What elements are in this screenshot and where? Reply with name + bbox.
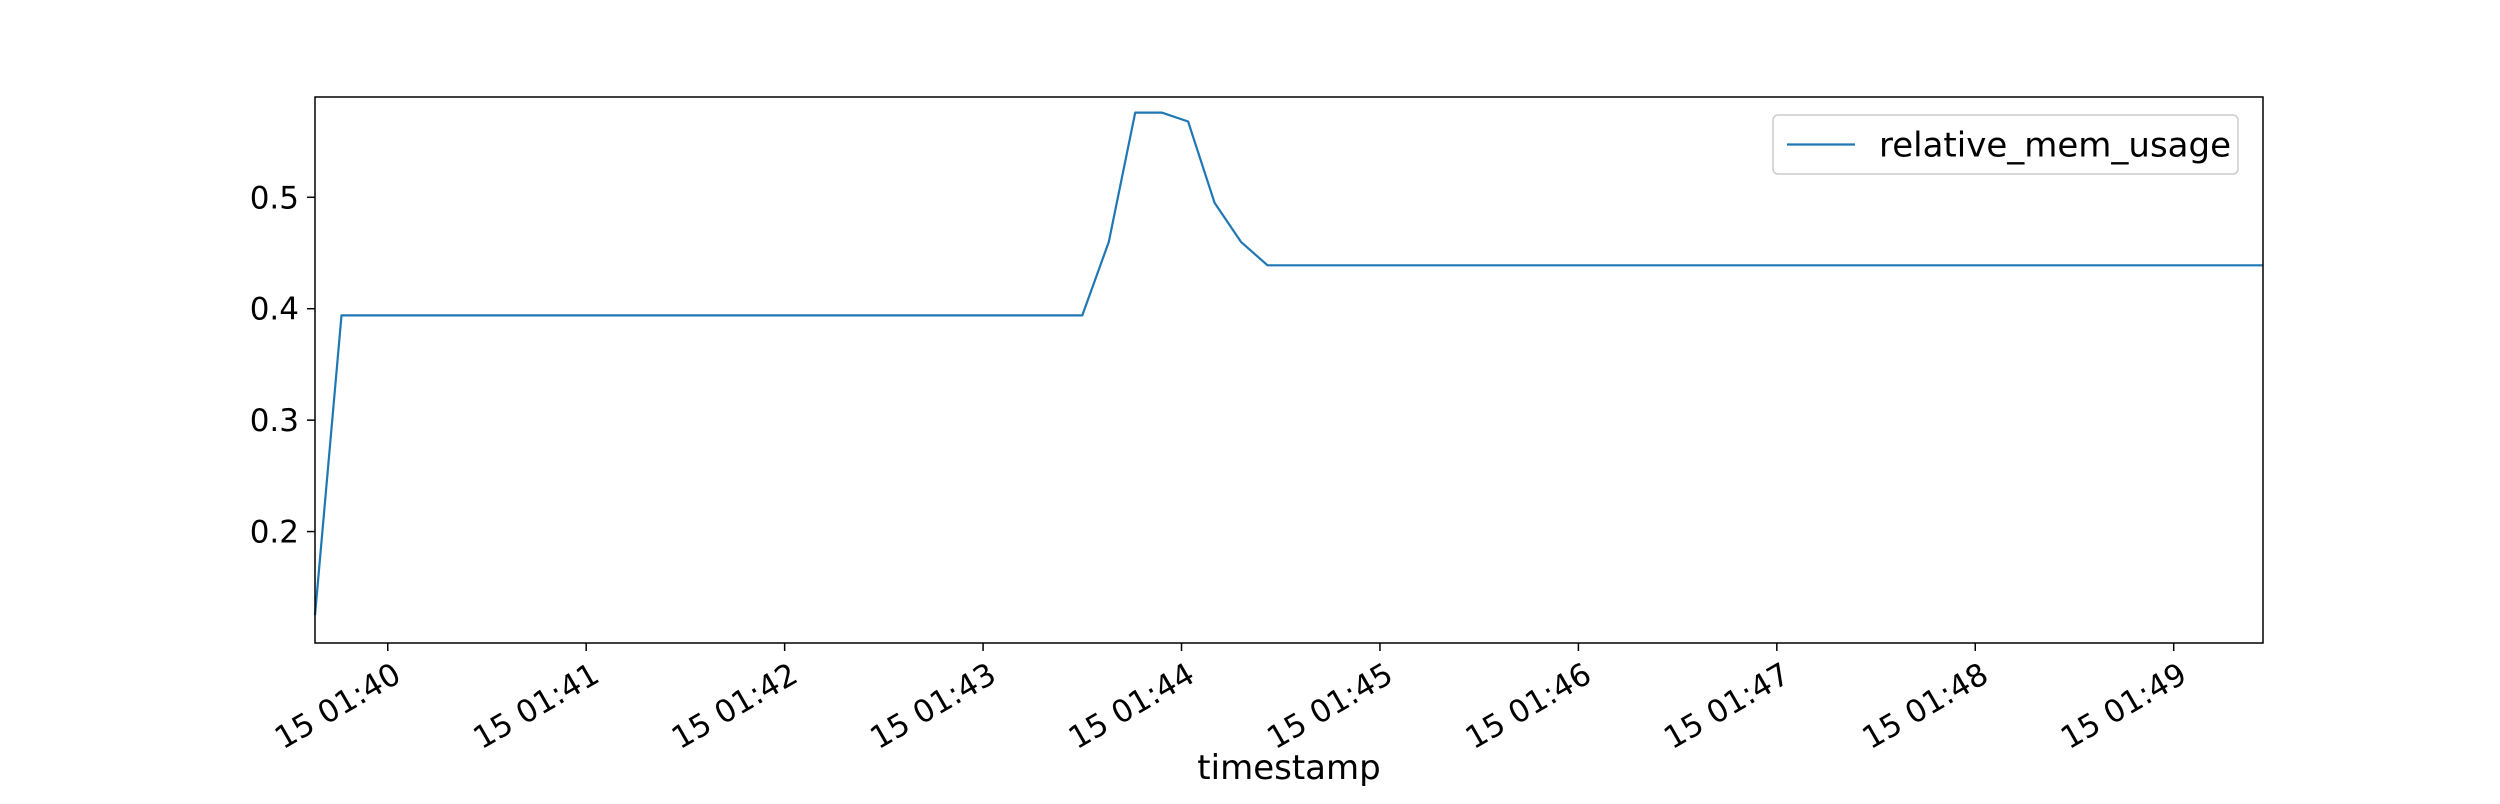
legend: relative_mem_usage	[1772, 114, 2239, 175]
x-axis-ticks: 15 01:40 15 01:41 15 01:42 15 01:43 15 01:44…	[269, 643, 2193, 757]
x-tick-label: 15 01:49	[2055, 656, 2193, 756]
x-tick-label: 15 01:42	[666, 656, 804, 756]
series-line-relative-mem-usage	[313, 111, 2263, 616]
legend-box	[1772, 114, 2239, 175]
x-tick-label: 15 01:48	[1856, 656, 1994, 756]
x-tick-label: 15 01:47	[1658, 656, 1796, 756]
series-layer	[313, 111, 2263, 616]
x-tick-label: 15 01:43	[864, 656, 1002, 756]
x-tick-label: 15 01:45	[1261, 656, 1399, 756]
y-tick-label: 0.3	[250, 403, 299, 439]
x-tick-label: 15 01:46	[1460, 656, 1598, 756]
y-tick-label: 0.2	[250, 515, 299, 551]
y-axis-ticks: 0.2 0.3 0.4 0.5	[250, 180, 315, 551]
plot-frame	[314, 96, 2264, 644]
y-tick-label: 0.4	[250, 292, 299, 328]
legend-label: relative_mem_usage	[1879, 126, 2231, 166]
x-tick-label: 15 01:44	[1063, 656, 1201, 756]
x-tick-label: 15 01:40	[269, 656, 407, 756]
x-tick-label: 15 01:41	[467, 656, 605, 756]
y-tick-label: 0.5	[250, 180, 299, 216]
x-axis-label: timestamp	[1197, 748, 1380, 788]
